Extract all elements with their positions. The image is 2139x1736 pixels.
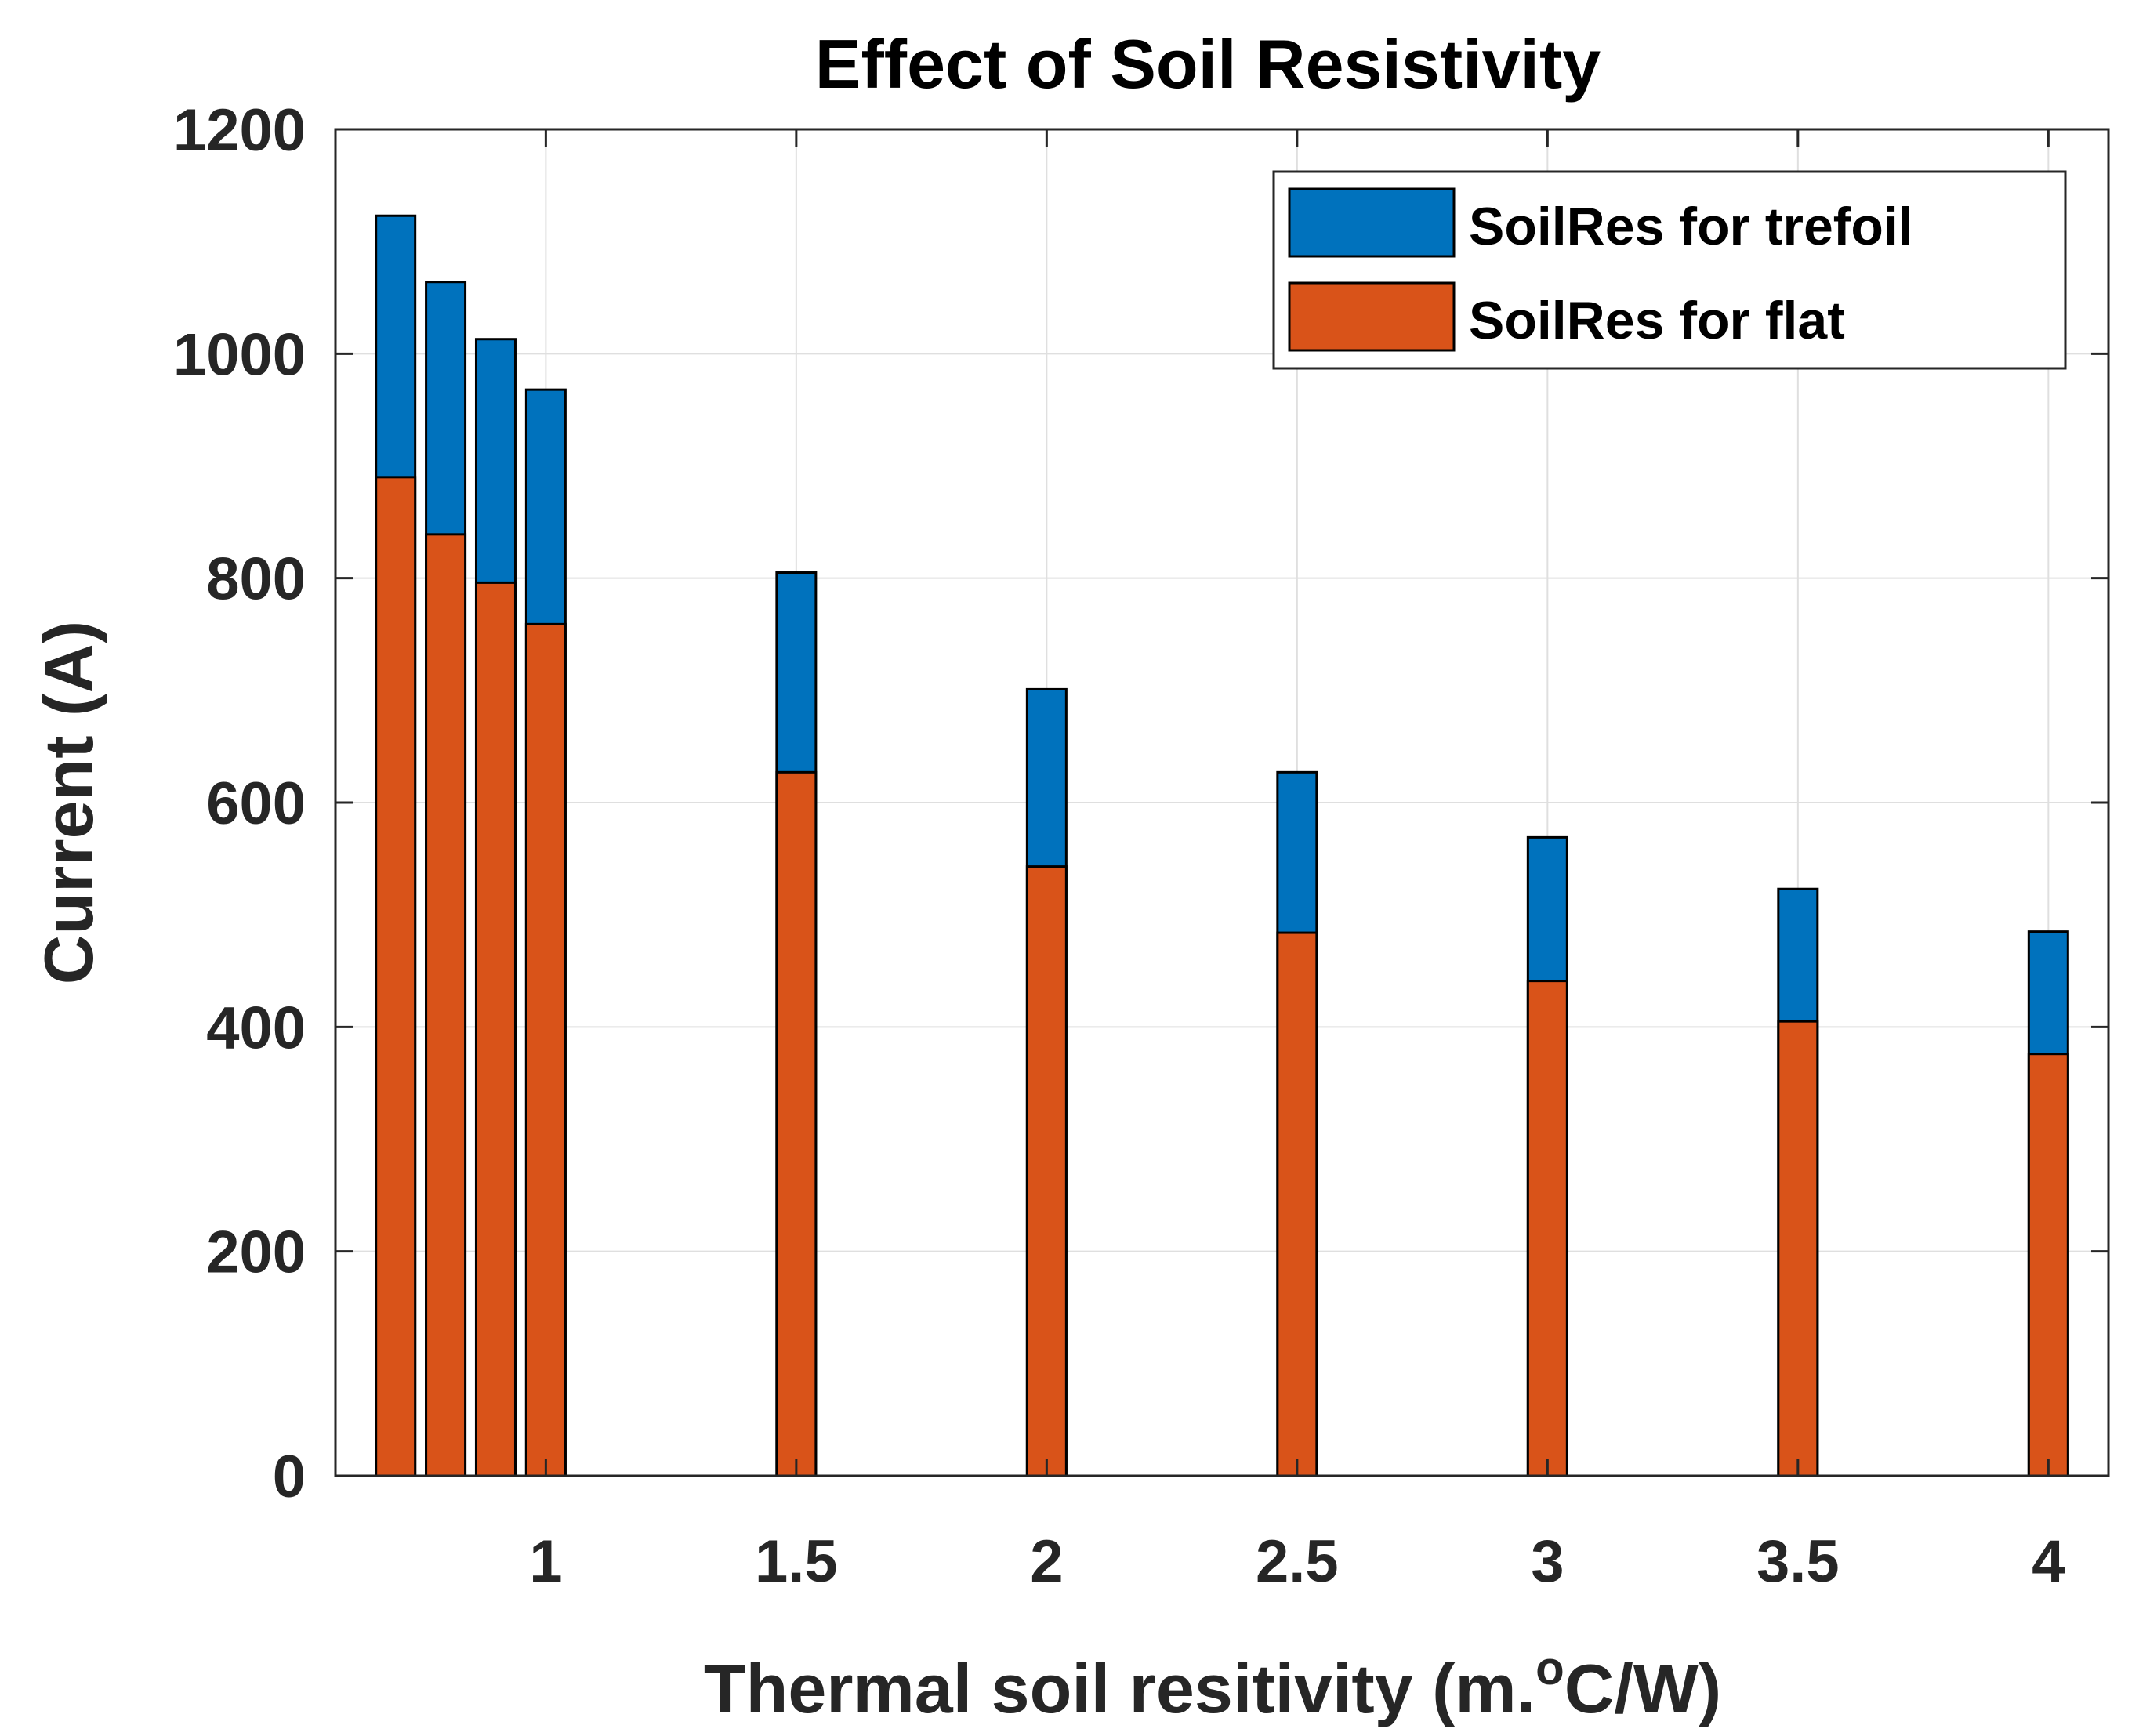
x-axis-label-superscript: o (1535, 1642, 1564, 1694)
bar-flat (425, 533, 467, 1477)
legend-label-flat: SoilRes for flat (1469, 291, 1845, 350)
x-tick-label: 3 (1531, 1528, 1564, 1595)
legend-label-trefoil: SoilRes for trefoil (1469, 197, 1913, 256)
axes-frame (334, 128, 2110, 1477)
x-tick-labels: 1 1.5 2 2.5 3 3.5 4 (529, 1528, 2065, 1595)
legend-swatch-trefoil (1288, 187, 1456, 258)
x-tick-label: 3.5 (1757, 1528, 1840, 1595)
bar-flat (1777, 1020, 1819, 1477)
x-axis-label: Thermal soil resitivity (m.oC/W) (704, 1642, 1721, 1727)
x-tick-label: 1.5 (755, 1528, 838, 1595)
y-tick-labels: 0 200 400 600 800 1000 1200 (173, 97, 306, 1510)
y-tick-label: 800 (206, 546, 306, 613)
bar-flat (474, 581, 517, 1477)
y-axis-label: Current (A) (30, 621, 107, 984)
bar-flat (524, 622, 567, 1477)
y-tick-label: 0 (273, 1444, 306, 1510)
y-tick-label: 1200 (173, 97, 306, 164)
x-tick-label: 1 (529, 1528, 562, 1595)
legend: SoilRes for trefoil SoilRes for flat (1272, 170, 2067, 370)
chart-title: Effect of Soil Resistivity (815, 25, 1601, 103)
x-axis-label-main: Thermal soil resitivity (m. (704, 1650, 1535, 1727)
x-axis-label-suffix: C/W) (1564, 1650, 1721, 1727)
bar-flat (375, 476, 417, 1477)
bar-flat (775, 770, 818, 1477)
y-tick-label: 400 (206, 995, 306, 1061)
y-tick-label: 1000 (173, 321, 306, 388)
bar-flat (1526, 980, 1568, 1477)
y-tick-label: 600 (206, 770, 306, 837)
y-tick-label: 200 (206, 1220, 306, 1286)
bar-flat (1025, 865, 1068, 1477)
x-tick-label: 2 (1030, 1528, 1063, 1595)
bar-flat (1276, 931, 1318, 1477)
legend-swatch-flat (1288, 281, 1456, 352)
bar-flat (2027, 1053, 2069, 1477)
x-tick-label: 4 (2032, 1528, 2065, 1595)
bars (375, 214, 2069, 1477)
series-flat (375, 476, 2069, 1477)
x-tick-label: 2.5 (1256, 1528, 1339, 1595)
